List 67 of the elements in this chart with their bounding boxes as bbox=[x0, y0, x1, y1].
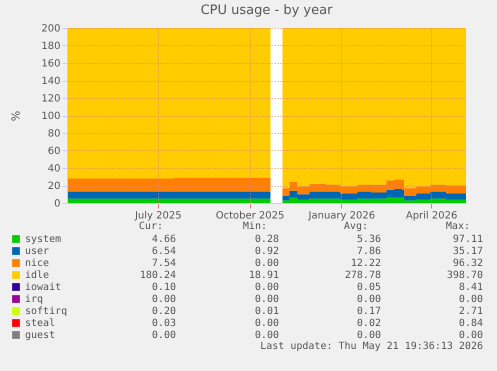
text: Max: bbox=[446, 221, 470, 233]
chart-title: CPU usage - by year bbox=[200, 3, 334, 18]
text: 5.36 bbox=[356, 234, 381, 246]
text: 97.11 bbox=[452, 234, 483, 246]
text: 0.00 bbox=[152, 330, 176, 342]
text: 2.71 bbox=[458, 306, 483, 318]
y-tick-label: 180 bbox=[41, 41, 60, 52]
text: 7.54 bbox=[152, 258, 176, 270]
text: 4.66 bbox=[152, 234, 176, 246]
y-tick-label: 20 bbox=[48, 181, 60, 192]
text: 8.41 bbox=[458, 282, 483, 294]
text: 0.00 bbox=[458, 294, 483, 306]
text: 12.22 bbox=[350, 258, 381, 270]
text: 0.00 bbox=[254, 330, 279, 342]
y-tick-label: 120 bbox=[41, 94, 60, 104]
y-tick-label: 80 bbox=[48, 128, 60, 140]
text: 0.17 bbox=[356, 306, 381, 318]
text: 0.00 bbox=[356, 294, 381, 306]
y-tick-label: 0 bbox=[54, 198, 60, 210]
y-axis-title: % bbox=[9, 110, 22, 122]
text: 0.00 bbox=[254, 282, 279, 294]
text: 0.92 bbox=[254, 246, 279, 258]
text: 0.03 bbox=[152, 318, 176, 330]
text: Cur: bbox=[138, 221, 163, 233]
y-tick-label: 40 bbox=[48, 164, 60, 174]
legend-label: irq bbox=[25, 294, 44, 305]
text: 278.78 bbox=[344, 270, 381, 282]
y-tick-label: 60 bbox=[48, 146, 60, 157]
legend-label: user bbox=[25, 246, 50, 257]
x-tick-label: April 2026 bbox=[406, 210, 458, 222]
text: 180.24 bbox=[140, 270, 176, 282]
text: 398.70 bbox=[446, 270, 483, 282]
text: 0.20 bbox=[152, 306, 176, 318]
x-tick-label: January 2026 bbox=[308, 210, 376, 222]
text: Avg: bbox=[344, 221, 368, 233]
text: 0.00 bbox=[356, 330, 381, 342]
text: 0.02 bbox=[356, 318, 381, 330]
legend-label: steal bbox=[25, 318, 56, 329]
text: 18.91 bbox=[248, 270, 279, 282]
legend-label: nice bbox=[25, 258, 50, 269]
legend-label: idle bbox=[25, 270, 50, 281]
text: 0.00 bbox=[254, 318, 279, 330]
text: 6.54 bbox=[152, 246, 176, 258]
text: 0.28 bbox=[254, 234, 279, 246]
legend-label: iowait bbox=[25, 282, 62, 293]
text: Min: bbox=[242, 221, 267, 233]
text: 0.00 bbox=[254, 258, 279, 270]
text: 0.10 bbox=[152, 282, 176, 294]
text: 0.00 bbox=[254, 294, 279, 306]
legend-label: system bbox=[25, 234, 62, 245]
text: 0.05 bbox=[356, 282, 381, 294]
y-tick-label: 140 bbox=[41, 76, 60, 87]
text: Last update: Thu May 21 19:36:13 2026 bbox=[260, 341, 483, 353]
y-tick-label: 160 bbox=[41, 58, 60, 70]
text: 96.32 bbox=[452, 258, 483, 270]
text: 35.17 bbox=[452, 246, 483, 258]
x-tick-label: October 2025 bbox=[216, 210, 284, 222]
y-tick-label: 200 bbox=[41, 24, 60, 34]
legend-label: softirq bbox=[25, 306, 68, 317]
x-tick-label: July 2025 bbox=[134, 210, 182, 222]
text: 0.00 bbox=[152, 294, 176, 306]
legend-label: guest bbox=[25, 330, 56, 341]
text: 0.84 bbox=[458, 318, 483, 330]
text: 0.00 bbox=[458, 330, 483, 342]
text: 7.86 bbox=[356, 246, 381, 258]
text: 0.01 bbox=[254, 306, 279, 318]
y-tick-label: 100 bbox=[41, 111, 60, 122]
